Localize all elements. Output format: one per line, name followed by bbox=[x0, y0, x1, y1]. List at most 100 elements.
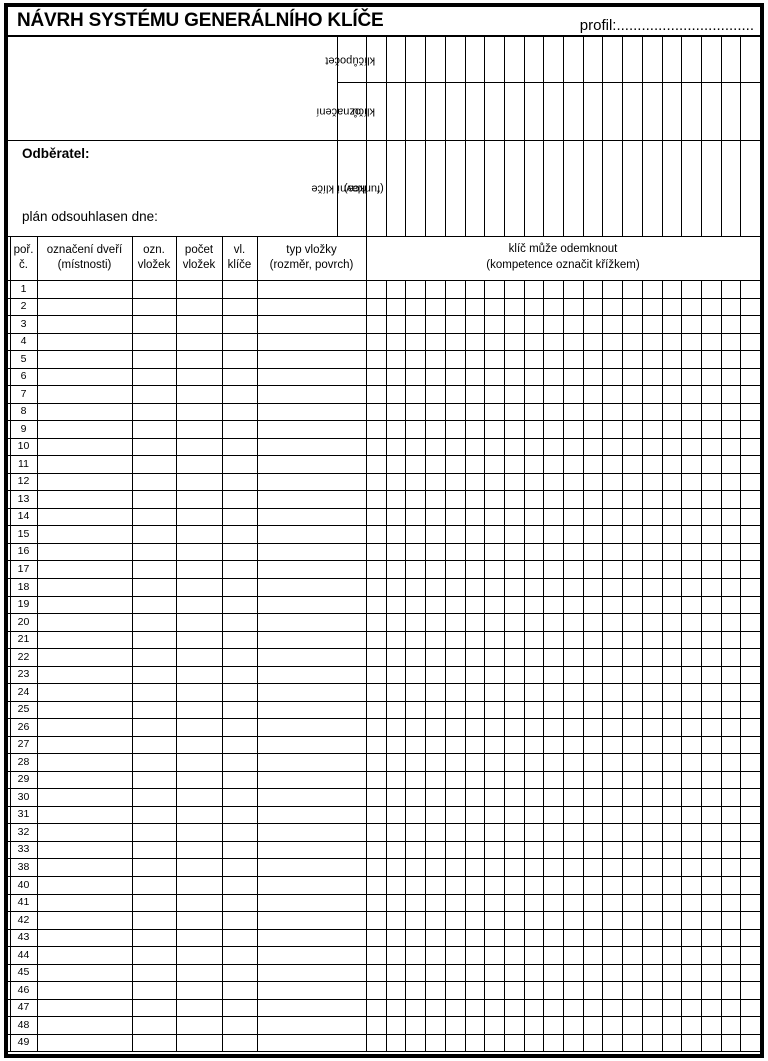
grid-line bbox=[8, 840, 760, 842]
grid-line bbox=[622, 36, 624, 236]
grid-line bbox=[8, 700, 760, 702]
table-row-number: 25 bbox=[17, 703, 30, 716]
col-header-own-key: vl. klíče bbox=[227, 244, 252, 271]
table-row-number: 13 bbox=[17, 492, 30, 505]
vertical-label-master-keys: hlavní klíče (funkce) bbox=[311, 182, 385, 195]
grid-line bbox=[8, 1051, 760, 1053]
grid-line bbox=[8, 876, 760, 878]
table-row-number: 8 bbox=[20, 405, 27, 418]
table-row-number: 23 bbox=[17, 668, 30, 681]
col-header-door-designation: označení dveří (místnosti) bbox=[46, 244, 123, 271]
profile-input-line[interactable]: ................................. bbox=[616, 17, 754, 34]
grid-line bbox=[8, 718, 760, 720]
table-row-number: 19 bbox=[17, 598, 30, 611]
grid-line bbox=[484, 36, 486, 236]
table-row-number: 30 bbox=[17, 790, 30, 803]
grid-line bbox=[563, 36, 564, 236]
table-row-number: 3 bbox=[20, 317, 27, 330]
col-header-insert-count: počet vložek bbox=[182, 244, 216, 271]
grid-line bbox=[8, 280, 760, 281]
grid-line bbox=[222, 236, 223, 1052]
grid-line bbox=[8, 823, 760, 825]
grid-line bbox=[681, 36, 683, 236]
table-row-number: 47 bbox=[17, 1001, 30, 1014]
grid-line bbox=[602, 36, 604, 236]
grid-line bbox=[8, 630, 760, 632]
grid-line bbox=[8, 613, 760, 615]
grid-line bbox=[503, 36, 505, 236]
grid-line bbox=[8, 297, 760, 299]
grid-line bbox=[8, 507, 760, 509]
title-bar: NÁVRH SYSTÉMU GENERÁLNÍHO KLÍČE profil:.… bbox=[8, 7, 760, 35]
grid-line bbox=[661, 36, 663, 236]
grid-line bbox=[8, 1016, 760, 1018]
grid-line bbox=[444, 36, 446, 236]
grid-line bbox=[132, 236, 133, 1052]
grid-line bbox=[8, 858, 760, 860]
grid-line bbox=[8, 367, 760, 369]
table-row-number: 31 bbox=[17, 808, 30, 821]
grid-line bbox=[8, 35, 760, 37]
grid-line bbox=[8, 805, 760, 807]
table-row-number: 10 bbox=[17, 440, 30, 453]
table-row-number: 43 bbox=[17, 931, 30, 944]
grid-line bbox=[8, 402, 760, 404]
grid-line bbox=[8, 770, 760, 772]
col-header-insert-designation: ozn. vložek bbox=[137, 244, 171, 271]
table-row-number: 44 bbox=[17, 948, 30, 961]
plan-approved-date-label: plán odsouhlasen dne: bbox=[22, 209, 158, 224]
table-row-number: 18 bbox=[17, 580, 30, 593]
page-title: NÁVRH SYSTÉMU GENERÁLNÍHO KLÍČE bbox=[17, 10, 384, 31]
grid-line bbox=[8, 998, 760, 1000]
grid-line bbox=[8, 893, 760, 895]
table-row-number: 29 bbox=[17, 773, 30, 786]
table-row-number: 2 bbox=[20, 300, 27, 313]
table-row-number: 40 bbox=[17, 878, 30, 891]
grid-line bbox=[8, 788, 760, 790]
table-row-number: 48 bbox=[17, 1018, 30, 1031]
grid-line bbox=[8, 385, 760, 387]
grid-line bbox=[523, 36, 525, 236]
grid-line bbox=[8, 753, 760, 755]
grid-line bbox=[8, 542, 760, 544]
table-row-number: 7 bbox=[20, 387, 27, 400]
table-row-number: 49 bbox=[17, 1036, 30, 1049]
page-border bbox=[4, 3, 764, 1058]
grid-line bbox=[720, 36, 722, 236]
grid-line bbox=[257, 236, 258, 1052]
grid-line bbox=[425, 36, 427, 236]
table-row-number: 24 bbox=[17, 685, 30, 698]
grid-line bbox=[8, 911, 760, 913]
grid-line bbox=[8, 560, 760, 562]
profile-field[interactable]: profil:................................. bbox=[580, 17, 754, 34]
grid-line bbox=[8, 648, 760, 650]
table-row-number: 41 bbox=[17, 896, 30, 909]
table-row-number: 38 bbox=[17, 860, 30, 873]
grid-line bbox=[8, 525, 760, 527]
vertical-label-key-count: počet klíčů bbox=[325, 53, 376, 66]
grid-line bbox=[8, 420, 760, 422]
grid-line bbox=[8, 490, 760, 492]
table-row-number: 20 bbox=[17, 615, 30, 628]
table-row-number: 15 bbox=[17, 527, 30, 540]
grid-line bbox=[176, 236, 177, 1052]
grid-line bbox=[8, 578, 760, 579]
table-row-number: 17 bbox=[17, 562, 30, 575]
grid-line bbox=[8, 1033, 760, 1035]
grid-line bbox=[641, 36, 643, 236]
grid-line bbox=[8, 946, 760, 948]
col-header-insert-type: typ vložky (rozměr, povrch) bbox=[269, 244, 354, 271]
table-row-number: 6 bbox=[20, 370, 27, 383]
table-row-number: 9 bbox=[20, 422, 27, 435]
table-row-number: 26 bbox=[17, 720, 30, 733]
profile-label: profil: bbox=[579, 17, 617, 34]
grid-line bbox=[582, 36, 584, 236]
grid-line bbox=[10, 236, 11, 1052]
grid-line bbox=[700, 36, 702, 236]
grid-line bbox=[543, 36, 545, 236]
grid-line bbox=[740, 36, 742, 236]
grid-line bbox=[385, 36, 387, 236]
grid-line bbox=[8, 665, 760, 667]
grid-line bbox=[8, 472, 760, 474]
